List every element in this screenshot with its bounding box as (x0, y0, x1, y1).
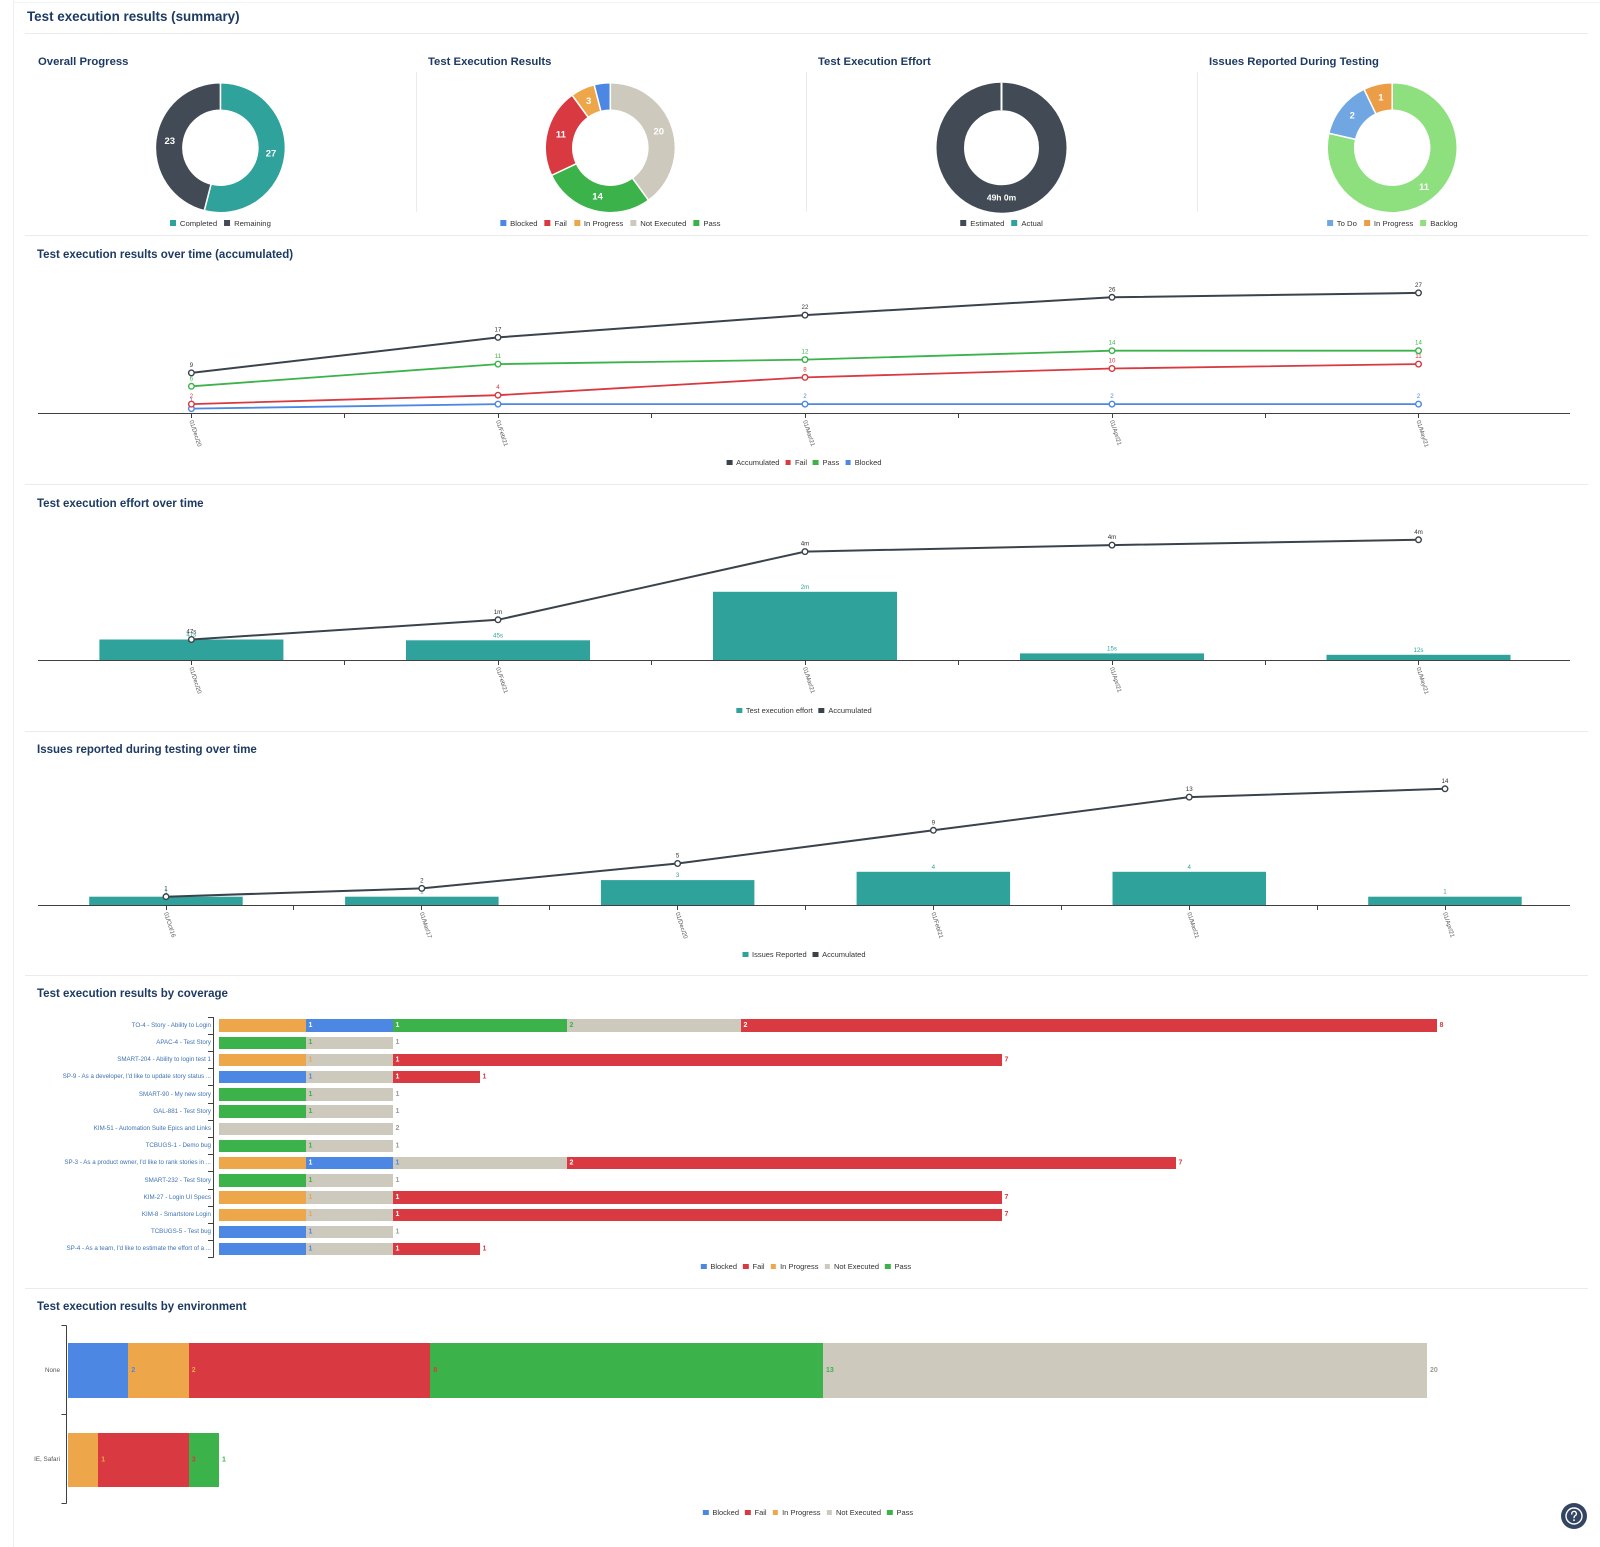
svg-text:8: 8 (803, 366, 807, 373)
svg-text:23: 23 (165, 136, 176, 147)
svg-text:2: 2 (396, 1125, 400, 1132)
svg-text:27: 27 (1415, 282, 1422, 289)
svg-text:01/Mar/21: 01/Mar/21 (801, 667, 815, 695)
svg-text:1: 1 (1378, 93, 1384, 104)
svg-text:1: 1 (483, 1074, 487, 1081)
svg-text:2: 2 (190, 393, 194, 400)
svg-text:10: 10 (1109, 358, 1116, 365)
svg-text:01/Apr/21: 01/Apr/21 (1441, 912, 1455, 939)
svg-text:20: 20 (654, 126, 665, 137)
svg-text:1: 1 (420, 889, 424, 896)
svg-text:1: 1 (1443, 889, 1447, 896)
svg-text:27: 27 (266, 149, 277, 160)
svg-text:12s: 12s (1414, 647, 1424, 654)
svg-text:01/Feb/21: 01/Feb/21 (494, 667, 508, 695)
svg-text:1: 1 (396, 1091, 400, 1098)
svg-text:01/Oct/16: 01/Oct/16 (162, 912, 176, 939)
svg-text:7: 7 (1005, 1194, 1009, 1201)
svg-text:2: 2 (1417, 393, 1421, 400)
svg-text:01/Mar/21: 01/Mar/21 (801, 420, 815, 448)
svg-text:1: 1 (396, 1142, 400, 1149)
svg-text:4m: 4m (1108, 534, 1117, 541)
svg-text:1: 1 (222, 1456, 226, 1463)
svg-text:12: 12 (802, 349, 809, 356)
svg-text:4: 4 (932, 864, 936, 871)
svg-text:1: 1 (396, 1177, 400, 1184)
svg-text:7: 7 (1179, 1160, 1183, 1167)
svg-text:11: 11 (1415, 353, 1422, 360)
svg-text:4m: 4m (801, 541, 810, 548)
svg-text:14: 14 (592, 192, 603, 203)
svg-text:3: 3 (586, 96, 591, 107)
svg-text:49h 0m: 49h 0m (987, 193, 1017, 203)
svg-text:1: 1 (396, 1228, 400, 1235)
svg-text:14: 14 (1442, 778, 1449, 785)
svg-text:45s: 45s (493, 632, 503, 639)
svg-text:01/Dec/20: 01/Dec/20 (674, 912, 688, 940)
svg-text:2: 2 (803, 393, 807, 400)
svg-text:47s: 47s (186, 629, 196, 636)
svg-text:9: 9 (932, 819, 936, 826)
svg-text:01/Dec/20: 01/Dec/20 (187, 667, 201, 695)
svg-text:1: 1 (396, 1108, 400, 1115)
svg-text:2: 2 (496, 393, 500, 400)
svg-text:6: 6 (190, 375, 194, 382)
svg-text:26: 26 (1109, 286, 1116, 293)
svg-text:13: 13 (1186, 786, 1193, 793)
svg-text:17: 17 (495, 326, 502, 333)
svg-text:01/May/21: 01/May/21 (1415, 420, 1430, 449)
svg-text:01/Mar/17: 01/Mar/17 (418, 912, 432, 940)
svg-text:1: 1 (164, 889, 168, 896)
svg-text:9: 9 (190, 362, 194, 369)
svg-text:47s: 47s (186, 632, 196, 639)
svg-text:11: 11 (495, 353, 502, 360)
svg-text:4: 4 (496, 384, 500, 391)
svg-text:8: 8 (1440, 1022, 1444, 1029)
svg-text:1m: 1m (494, 609, 503, 616)
svg-text:5: 5 (676, 853, 680, 860)
svg-text:20: 20 (1430, 1367, 1438, 1374)
svg-text:01/Feb/21: 01/Feb/21 (494, 420, 508, 448)
svg-text:01/Feb/21: 01/Feb/21 (929, 912, 943, 940)
svg-text:01/Apr/21: 01/Apr/21 (1108, 667, 1122, 694)
svg-text:3: 3 (676, 872, 680, 879)
svg-text:1: 1 (190, 398, 194, 405)
svg-text:11: 11 (1419, 182, 1430, 193)
svg-text:1: 1 (164, 886, 168, 893)
svg-text:01/Mar/21: 01/Mar/21 (1185, 912, 1199, 940)
svg-text:4m: 4m (1414, 529, 1423, 536)
svg-text:1: 1 (483, 1246, 487, 1253)
svg-text:2: 2 (420, 877, 424, 884)
svg-text:22: 22 (802, 304, 809, 311)
svg-text:01/Apr/21: 01/Apr/21 (1108, 420, 1122, 447)
svg-text:7: 7 (1005, 1211, 1009, 1218)
svg-text:15s: 15s (1107, 645, 1117, 652)
svg-text:1: 1 (396, 1039, 400, 1046)
svg-text:11: 11 (556, 130, 567, 141)
svg-text:01/Dec/20: 01/Dec/20 (187, 420, 201, 448)
svg-text:14: 14 (1109, 340, 1116, 347)
svg-text:4: 4 (1187, 864, 1191, 871)
svg-text:2: 2 (1350, 110, 1355, 121)
svg-text:2m: 2m (801, 584, 810, 591)
svg-text:2: 2 (1110, 393, 1114, 400)
svg-text:7: 7 (1005, 1056, 1009, 1063)
svg-text:14: 14 (1415, 340, 1422, 347)
svg-text:01/May/21: 01/May/21 (1415, 667, 1430, 696)
